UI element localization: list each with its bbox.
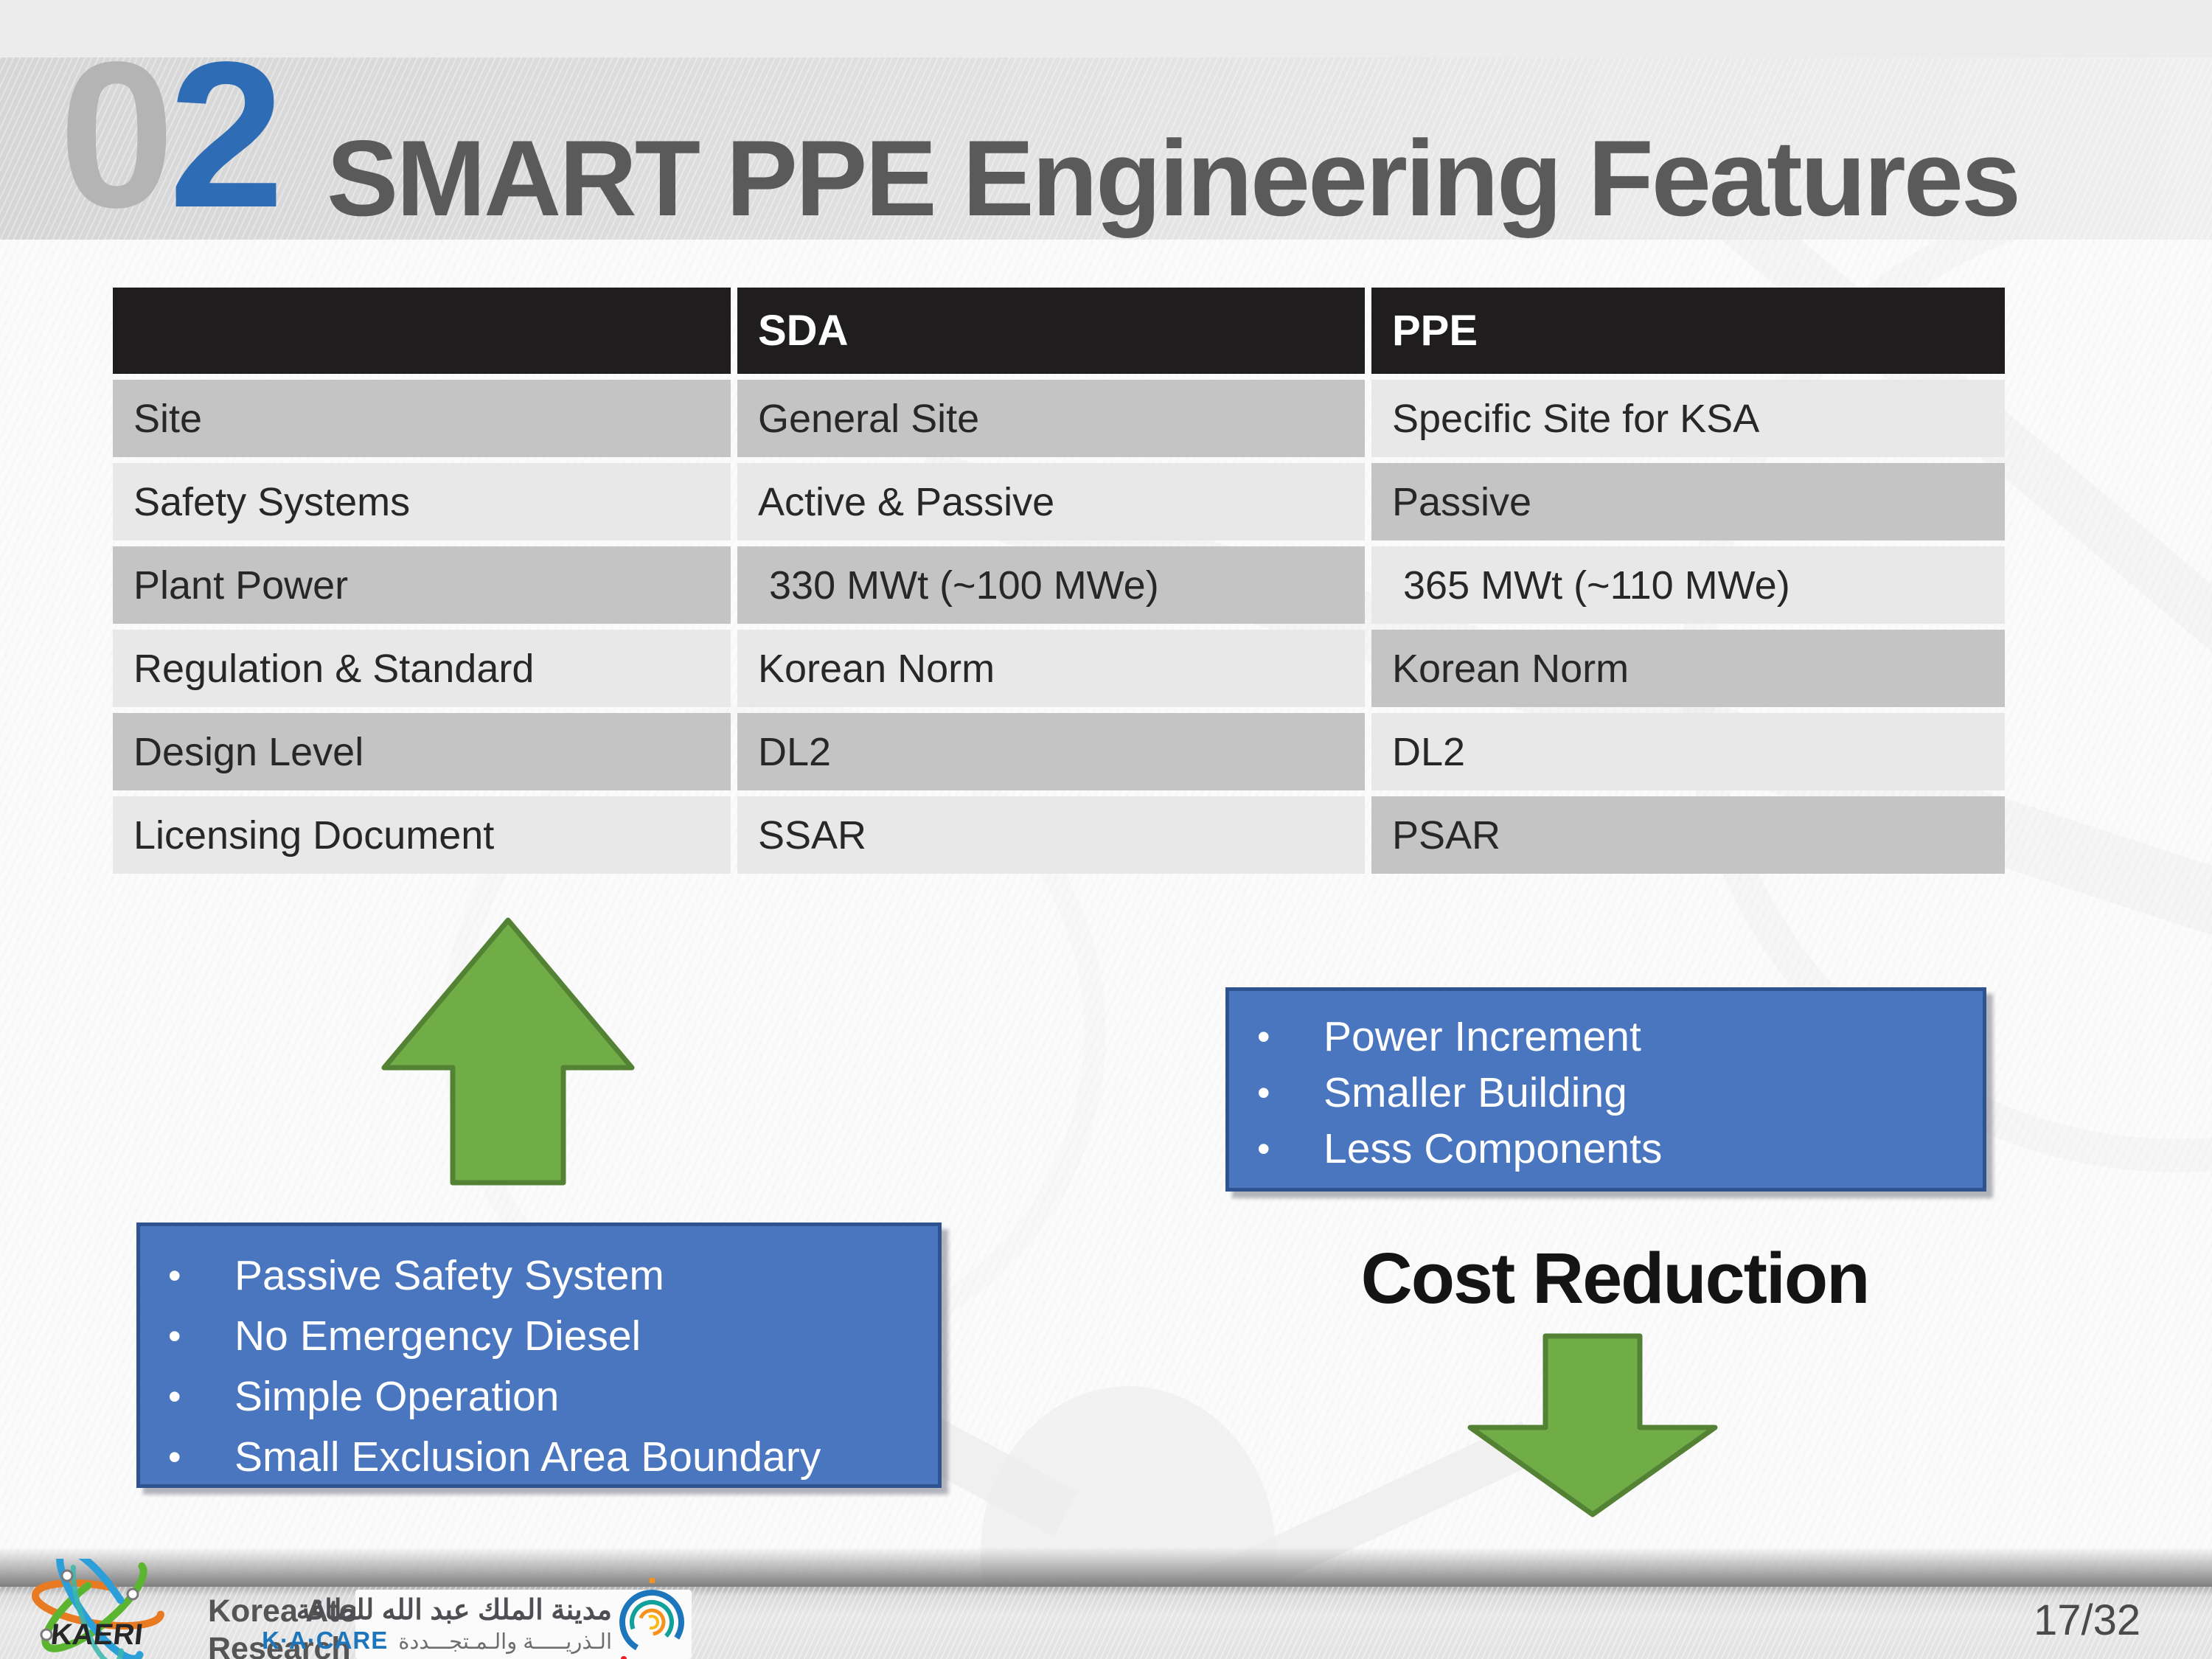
- table-row-label: Safety Systems: [113, 463, 731, 540]
- bullet-item: Smaller Building: [1229, 1065, 1983, 1121]
- top-strip: [0, 0, 2212, 58]
- table-row-label: Plant Power: [113, 546, 731, 624]
- page-title: SMART PPE Engineering Features: [327, 118, 2021, 238]
- table-cell-ppe: Korean Norm: [1371, 630, 2005, 707]
- table-cell-sda: General Site: [737, 380, 1365, 457]
- down-arrow-icon: [1467, 1333, 1718, 1517]
- kacare-latin-acronym: K·A·CARE: [262, 1626, 389, 1654]
- bullet-item: No Emergency Diesel: [140, 1306, 938, 1366]
- table-cell-ppe: Specific Site for KSA: [1371, 380, 2005, 457]
- comparison-table: SDA PPE Site General Site Specific Site …: [113, 288, 2005, 874]
- svg-text:KAERI: KAERI: [49, 1618, 145, 1651]
- table-cell-ppe: PSAR: [1371, 796, 2005, 874]
- table-row-label: Site: [113, 380, 731, 457]
- table-row-label: Design Level: [113, 713, 731, 790]
- bullet-item: Simple Operation: [140, 1366, 938, 1427]
- table-row-label: Licensing Document: [113, 796, 731, 874]
- footer-fold-shadow: [0, 1547, 2212, 1587]
- table-header-ppe: PPE: [1371, 288, 2005, 374]
- kacare-arabic-line2: الـذريـــــة والـمـتجـــددة: [398, 1630, 612, 1654]
- bullet-item: Small Exclusion Area Boundary: [140, 1427, 938, 1487]
- table-cell-ppe: DL2: [1371, 713, 2005, 790]
- kacare-logo-card: مدينة الملك عبد الله للطاقة الـذريـــــة…: [262, 1578, 692, 1659]
- page-number: 17/32: [2034, 1596, 2141, 1644]
- section-number-gray-digit: 0: [59, 18, 175, 251]
- table-cell-sda: 330 MWt (~100 MWe): [737, 546, 1365, 624]
- table-cell-sda: DL2: [737, 713, 1365, 790]
- table-header-blank: [113, 288, 731, 374]
- bullet-item: Less Components: [1229, 1121, 1983, 1177]
- cost-reduction-bullet-list: Power IncrementSmaller BuildingLess Comp…: [1229, 1009, 1983, 1177]
- title-band: [0, 58, 2212, 240]
- kaeri-logo-icon: KAERI: [31, 1559, 165, 1659]
- bullet-item: Power Increment: [1229, 1009, 1983, 1065]
- kacare-arabic-line1: مدينة الملك عبد الله للطاقة: [296, 1595, 612, 1626]
- table-row-label: Regulation & Standard: [113, 630, 731, 707]
- table-cell-ppe: Passive: [1371, 463, 2005, 540]
- better-safety-callout-box: Passive Safety SystemNo Emergency Diesel…: [136, 1222, 942, 1488]
- up-arrow-icon: [381, 917, 635, 1186]
- cost-reduction-label: Cost Reduction: [1360, 1238, 1871, 1318]
- table-cell-ppe: 365 MWt (~110 MWe): [1371, 546, 2005, 624]
- bullet-item: Passive Safety System: [140, 1245, 938, 1306]
- table-header-sda: SDA: [737, 288, 1365, 374]
- section-number-blue-digit: 2: [168, 18, 285, 251]
- table-cell-sda: SSAR: [737, 796, 1365, 874]
- kacare-text: مدينة الملك عبد الله للطاقة الـذريـــــة…: [262, 1595, 612, 1655]
- section-number: 02: [59, 31, 285, 239]
- table-cell-sda: Korean Norm: [737, 630, 1365, 707]
- better-safety-bullet-list: Passive Safety SystemNo Emergency Diesel…: [140, 1245, 938, 1487]
- table-cell-sda: Active & Passive: [737, 463, 1365, 540]
- cost-reduction-callout-box: Power IncrementSmaller BuildingLess Comp…: [1225, 987, 1986, 1192]
- kacare-logo-icon: [619, 1578, 684, 1659]
